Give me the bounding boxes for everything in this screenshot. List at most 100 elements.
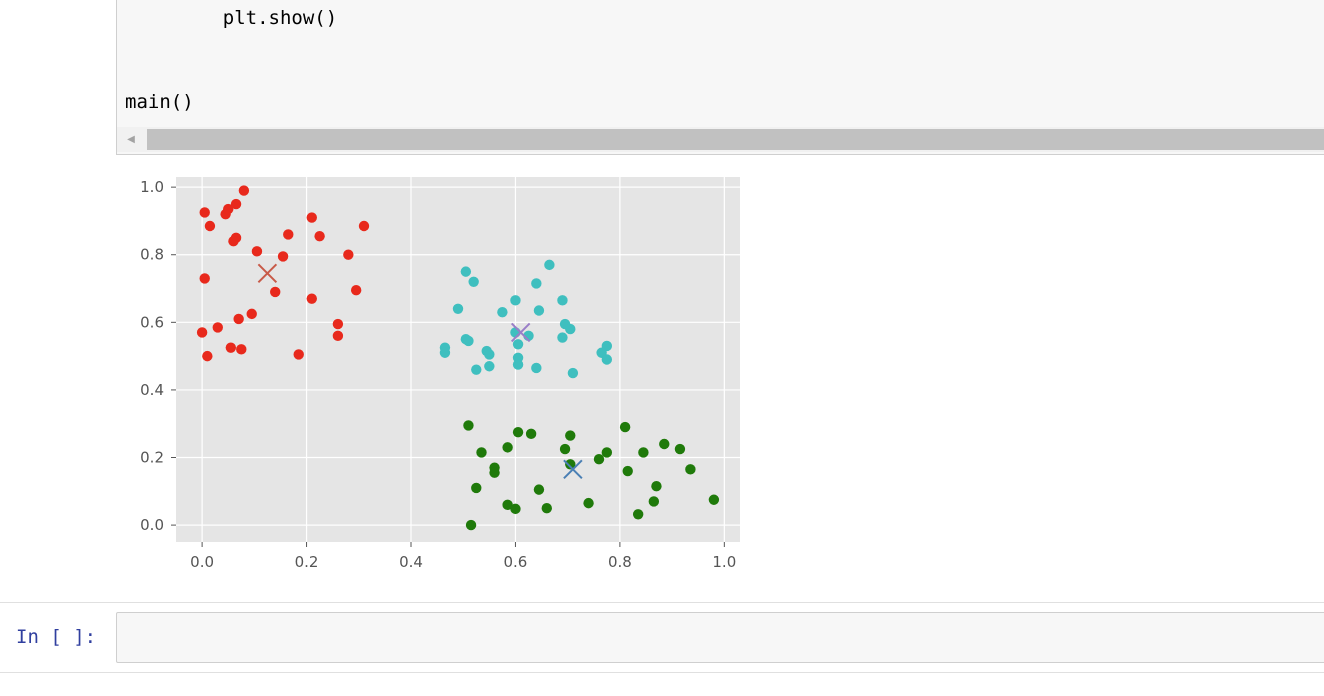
- data-point-cluster-2: [510, 327, 521, 338]
- data-point-cluster-3: [638, 447, 649, 458]
- plot-area: [176, 177, 740, 542]
- data-point-cluster-1: [306, 293, 317, 304]
- data-point-cluster-3: [541, 503, 552, 514]
- data-point-cluster-2: [460, 266, 472, 277]
- data-point-cluster-2: [601, 354, 613, 365]
- data-point-cluster-1: [199, 273, 210, 284]
- input-prompt: In [ ]:: [16, 626, 97, 648]
- data-point-cluster-3: [525, 428, 537, 440]
- data-point-cluster-2: [463, 335, 474, 347]
- axis-ticks: 0.0 0.2 0.4 0.6 0.8 1.0 0.0 0.2 0.4 0.6 0.8 1.0: [140, 178, 736, 571]
- code-input[interactable]: [116, 612, 1324, 663]
- data-point-cluster-3: [465, 519, 477, 531]
- data-point-cluster-1: [270, 286, 281, 298]
- data-point-cluster-3: [565, 430, 576, 441]
- centroid-stroke: [257, 263, 278, 284]
- data-point-cluster-1: [251, 246, 263, 257]
- data-point-cluster-1: [283, 229, 294, 240]
- data-point-cluster-2: [468, 276, 479, 287]
- data-point-cluster-1: [223, 203, 234, 215]
- data-point-cluster-1: [350, 285, 362, 296]
- data-point-cluster-3: [510, 503, 521, 515]
- centroid-x-marker-2: [510, 322, 531, 343]
- y-tick-label: 0.0: [140, 516, 164, 534]
- data-point-cluster-2: [452, 303, 464, 315]
- data-point-cluster-3: [476, 447, 487, 458]
- code-line: plt.show(): [177, 7, 338, 29]
- x-tick-label: 0.6: [504, 553, 528, 571]
- data-point-cluster-2: [471, 364, 482, 375]
- data-point-cluster-2: [557, 295, 568, 306]
- data-point-cluster-1: [293, 349, 304, 360]
- horizontal-scrollbar[interactable]: ◀: [117, 127, 1324, 152]
- data-point-cluster-1: [230, 198, 242, 210]
- data-point-cluster-1: [196, 327, 208, 338]
- data-point-cluster-3: [593, 453, 605, 465]
- y-tick-label: 0.8: [140, 246, 164, 264]
- data-points: [196, 185, 720, 531]
- data-point-cluster-2: [565, 323, 576, 335]
- data-point-cluster-3: [619, 421, 631, 433]
- y-tick-label: 0.6: [140, 313, 164, 331]
- grid-lines: [176, 177, 740, 542]
- data-point-cluster-2: [567, 367, 579, 379]
- data-point-cluster-2: [484, 361, 495, 372]
- code-cell[interactable]: plt.show() main() ◀: [116, 0, 1324, 155]
- data-point-cluster-3: [471, 482, 482, 494]
- x-tick-label: 0.8: [608, 553, 632, 571]
- data-point-cluster-1: [236, 344, 247, 355]
- data-point-cluster-1: [199, 207, 210, 218]
- kmeans-scatter-plot: 0.0 0.2 0.4 0.6 0.8 1.0 0.0 0.2 0.4 0.6 0.8 1.0: [140, 177, 740, 571]
- y-tick-label: 0.4: [140, 381, 164, 399]
- centroid-x-marker-3: [563, 459, 583, 480]
- data-point-cluster-3: [651, 481, 662, 492]
- data-point-cluster-2: [557, 332, 568, 343]
- data-point-cluster-3: [489, 467, 500, 478]
- data-point-cluster-1: [314, 230, 325, 242]
- data-point-cluster-2: [484, 349, 495, 360]
- x-tick-label: 0.0: [190, 553, 214, 571]
- data-point-cluster-2: [497, 306, 508, 318]
- centroid-x-marker-1: [257, 263, 278, 284]
- data-point-cluster-2: [512, 359, 524, 370]
- scrollbar-thumb[interactable]: [147, 129, 1324, 150]
- cell-separator: [0, 672, 1324, 673]
- data-point-cluster-1: [246, 308, 257, 320]
- data-point-cluster-3: [601, 447, 613, 458]
- centroid-markers: [257, 263, 583, 480]
- data-point-cluster-1: [202, 350, 213, 362]
- data-point-cluster-3: [559, 443, 571, 455]
- data-point-cluster-2: [544, 259, 555, 271]
- data-point-cluster-2: [512, 339, 524, 350]
- data-point-cluster-3: [565, 459, 576, 470]
- data-point-cluster-2: [531, 278, 542, 289]
- data-point-cluster-3: [502, 499, 513, 511]
- data-point-cluster-1: [204, 220, 216, 232]
- data-point-cluster-3: [463, 420, 474, 431]
- data-point-cluster-1: [358, 220, 370, 232]
- data-point-cluster-3: [674, 443, 686, 455]
- data-point-cluster-3: [685, 464, 696, 475]
- data-point-cluster-3: [622, 465, 633, 477]
- data-point-cluster-2: [439, 347, 451, 358]
- data-point-cluster-1: [233, 313, 244, 325]
- data-point-cluster-1: [225, 342, 237, 353]
- data-point-cluster-3: [648, 496, 660, 507]
- data-point-cluster-1: [228, 236, 239, 247]
- data-point-cluster-3: [502, 442, 513, 453]
- x-tick-label: 0.4: [399, 553, 423, 571]
- centroid-stroke: [510, 322, 531, 343]
- data-point-cluster-3: [632, 509, 644, 520]
- y-tick-label: 1.0: [140, 178, 164, 196]
- data-point-cluster-1: [343, 249, 354, 260]
- scroll-left-icon[interactable]: ◀: [127, 134, 135, 145]
- data-point-cluster-2: [510, 295, 521, 306]
- centroid-stroke: [563, 459, 583, 480]
- data-point-cluster-1: [332, 330, 344, 342]
- data-point-cluster-1: [212, 322, 223, 333]
- x-tick-label: 1.0: [712, 553, 736, 571]
- data-point-cluster-1: [238, 185, 250, 196]
- y-tick-label: 0.2: [140, 449, 164, 467]
- data-point-cluster-1: [277, 251, 289, 262]
- data-point-cluster-2: [533, 305, 545, 316]
